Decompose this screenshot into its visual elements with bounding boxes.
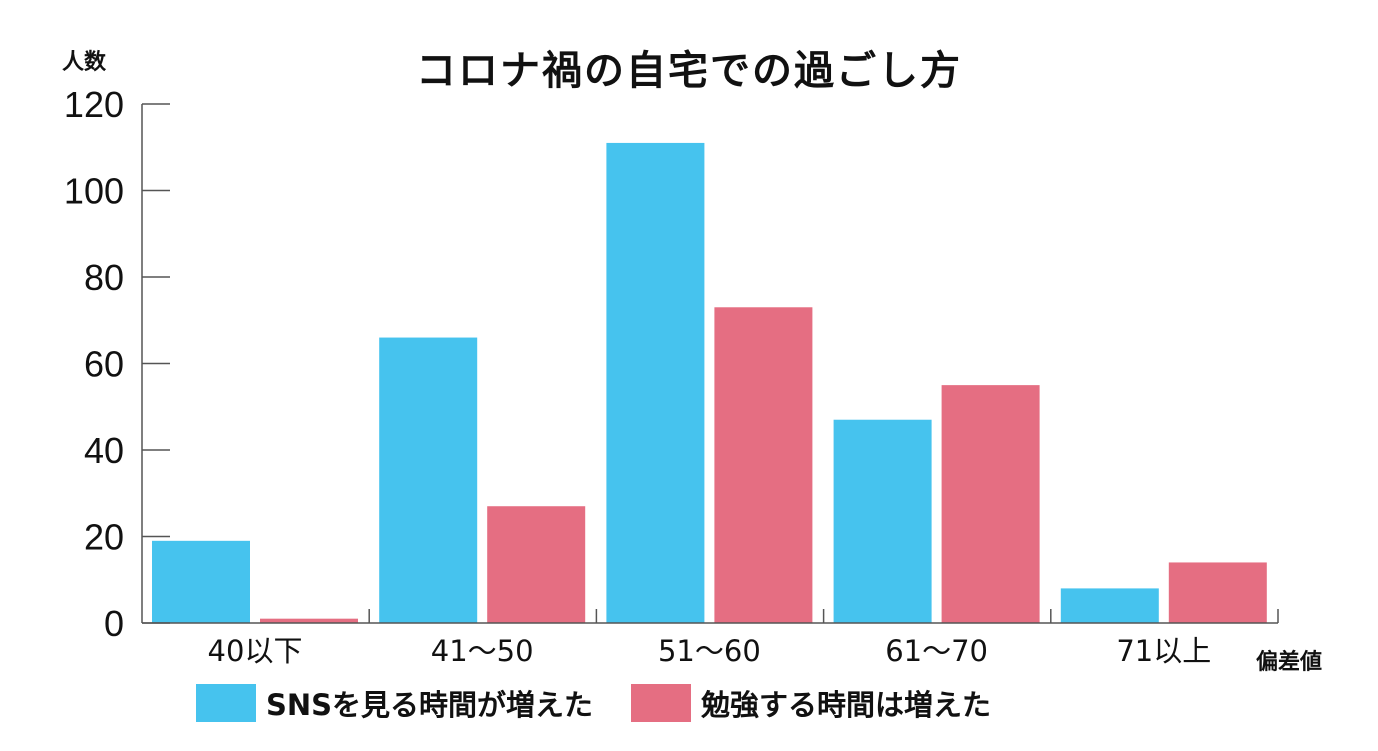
legend-label-series-1: SNSを見る時間が増えた <box>266 688 594 722</box>
bar-series-1-3 <box>606 142 705 624</box>
x-tick-label-2: 41～50 <box>431 634 534 668</box>
y-axis-label: 人数 <box>62 50 107 75</box>
y-tick-label-60: 60 <box>84 344 124 385</box>
y-tick-label-0: 0 <box>104 603 124 644</box>
plot-area: 0 20 40 60 80 100 120 40以下 41～50 51～60 61～70 71以上 <box>64 84 1279 668</box>
x-tick-label-5: 71以上 <box>1116 634 1211 668</box>
bar-series-2-3 <box>714 307 813 623</box>
bar-series-1-4 <box>833 419 932 623</box>
legend-label-series-2: 勉強する時間は増えた <box>701 688 992 722</box>
y-tick-label-80: 80 <box>84 257 124 298</box>
bar-series-2-2 <box>487 506 586 623</box>
chart-title: コロナ禍の自宅での過ごし方 <box>416 48 962 94</box>
x-tick-label-4: 61～70 <box>885 634 988 668</box>
legend-item-series-1: SNSを見る時間が増えた <box>196 682 593 724</box>
legend-item-series-2: 勉強する時間は増えた <box>631 682 991 724</box>
x-axis-label: 偏差値 <box>1256 650 1323 675</box>
y-tick-label-40: 40 <box>84 430 124 471</box>
legend-swatch-series-1 <box>196 684 256 722</box>
bar-series-2-4 <box>941 385 1040 623</box>
y-tick-label-120: 120 <box>64 84 124 125</box>
bar-series-1-1 <box>152 540 250 623</box>
y-tick-label-100: 100 <box>64 171 124 212</box>
legend-swatch-series-2 <box>631 684 692 722</box>
x-tick-label-3: 51～60 <box>658 634 761 668</box>
y-tick-label-20: 20 <box>84 517 124 558</box>
bar-series-1-5 <box>1060 588 1159 623</box>
bar-series-2-1 <box>260 618 358 623</box>
bar-series-2-5 <box>1168 562 1267 623</box>
x-tick-label-1: 40以下 <box>208 634 303 668</box>
bar-series-1-2 <box>379 337 478 623</box>
legend: SNSを見る時間が増えた 勉強する時間は増えた <box>196 682 1029 724</box>
